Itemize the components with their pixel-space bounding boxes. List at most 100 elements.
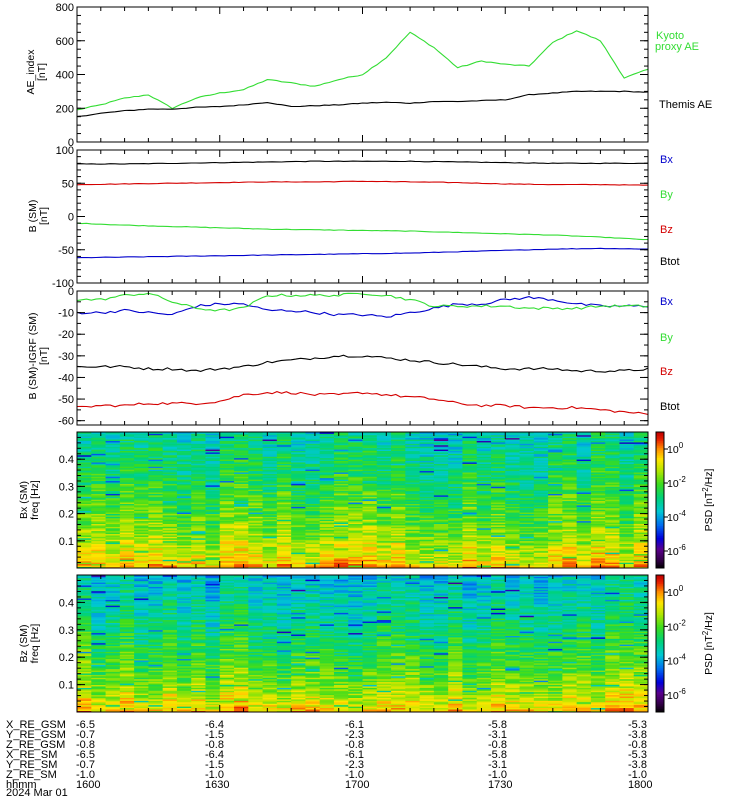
ae-series-themis-ae: [76, 90, 649, 117]
ephemeris-value: -5.8: [488, 719, 507, 731]
bigrf-y-tick-label: -40: [58, 372, 74, 384]
bigrf-y-tick-label: 0: [68, 286, 74, 298]
ephemeris-value: -1.0: [76, 769, 95, 781]
ephemeris-label-hhmm: hhmm: [6, 779, 37, 791]
ephemeris-value: -2.3: [345, 759, 364, 771]
ae-y-tick-label: 200: [56, 103, 74, 115]
ae-series-kyoto-proxy-ae: [76, 30, 649, 111]
bx-spectrogram-colorbar-tick-label: 100: [667, 441, 684, 456]
bigrf-y-tick-label: -20: [58, 329, 74, 341]
bigrf-y-tick-label: -10: [58, 308, 74, 320]
bx-spectrogram-y-axis-label: Bx (SM) freq [Hz]: [18, 480, 41, 520]
ephemeris-value: -0.8: [76, 739, 95, 751]
ephemeris-value: -2.3: [345, 729, 364, 741]
bigrf-y-axis-label: B (SM)-IGRF (SM) [nT]: [27, 313, 50, 400]
bigrf-series-btot: [76, 354, 649, 373]
bx-spectrogram-y-tick-label: 0.1: [59, 536, 74, 548]
bigrf-series-bz: [76, 391, 649, 415]
bx-spectrogram-colorbar: [656, 432, 664, 569]
ephemeris-value: -0.8: [628, 739, 647, 751]
ephemeris-value: -5.3: [628, 749, 647, 761]
ephemeris-value: -3.1: [488, 729, 507, 741]
bsm-series-by: [76, 222, 649, 241]
ephemeris-value: -5.3: [628, 719, 647, 731]
bz-spectrogram-colorbar-tick-label: 10-4: [667, 653, 686, 668]
bigrf-legend-btot: Btot: [660, 401, 680, 413]
ephemeris-value: -5.8: [488, 749, 507, 761]
bx-spectrogram-y-tick-label: 0.2: [59, 509, 74, 521]
ephemeris-value: -1.0: [345, 769, 364, 781]
bx-spectrogram-cells: [77, 432, 649, 569]
bsm-legend-by: By: [660, 189, 673, 201]
ae-y-tick-label: 800: [56, 2, 74, 14]
bigrf-y-tick-label: -60: [58, 416, 74, 428]
bsm-legend-btot: Btot: [660, 256, 680, 268]
ephemeris-value: -0.8: [345, 739, 364, 751]
legend-kyoto-proxy-ae-line2: proxy AE: [655, 41, 699, 53]
bz-spectrogram-y-tick-label: 0.1: [59, 680, 74, 692]
ae-y-tick-label: 600: [56, 36, 74, 48]
bsm-series-bx: [76, 247, 649, 259]
bx-spectrogram-colorbar-label: PSD [nT2/Hz]: [701, 469, 715, 532]
bz-spectrogram-y-tick-label: 0.2: [59, 652, 74, 664]
ephemeris-value: -6.4: [205, 749, 224, 761]
bz-spectrogram-colorbar-tick-label: 10-6: [667, 687, 686, 702]
bigrf-panel-frame: [76, 290, 649, 426]
bx-spectrogram-y-tick-label: 0.4: [59, 454, 74, 466]
bsm-y-tick-label: 50: [62, 178, 74, 190]
ephemeris-value: -3.1: [488, 759, 507, 771]
ephemeris-value: -0.8: [488, 739, 507, 751]
ephemeris-value: -3.8: [628, 729, 647, 741]
bx-spectrogram-colorbar-tick-label: 10-4: [667, 509, 686, 524]
bx-spectrogram-y-tick-label: 0.3: [59, 481, 74, 493]
bz-spectrogram-y-tick-label: 0.3: [59, 625, 74, 637]
bz-spectrogram-colorbar-frame: [655, 574, 665, 713]
ephemeris-label-x_re_sm: X_RE_SM: [6, 749, 57, 761]
ephemeris-value: 1730: [488, 779, 512, 791]
ephemeris-value: -6.5: [76, 749, 95, 761]
ephemeris-label-y_re_gsm: Y_RE_GSM: [6, 729, 66, 741]
bigrf-series-bx: [76, 296, 649, 318]
ephemeris-label-x_re_gsm: X_RE_GSM: [6, 719, 66, 731]
bsm-y-tick-label: 0: [68, 212, 74, 224]
bigrf-y-tick-label: -50: [58, 394, 74, 406]
bz-spectrogram-colorbar: [656, 575, 664, 713]
bz-spectrogram-colorbar-tick-label: 10-2: [667, 618, 686, 633]
legend-themis-ae: Themis AE: [659, 99, 712, 111]
ephemeris-value: -0.7: [76, 759, 95, 771]
ephemeris-label-z_re_sm: Z_RE_SM: [6, 769, 57, 781]
bx-spectrogram-colorbar-frame: [655, 431, 665, 569]
ephemeris-label-y_re_sm: Y_RE_SM: [6, 759, 57, 771]
bigrf-legend-by: By: [660, 332, 673, 344]
ephemeris-value: 1600: [76, 779, 100, 791]
ae-y-tick-label: 400: [56, 70, 74, 82]
ephemeris-value: 1630: [205, 779, 229, 791]
ephemeris-value: -6.4: [205, 719, 224, 731]
ephemeris-value: -1.0: [628, 769, 647, 781]
bsm-y-tick-label: 100: [56, 145, 74, 157]
ae-y-axis-label: AE_index [nT]: [25, 49, 48, 95]
bsm-legend-bx: Bx: [660, 154, 673, 166]
ephemeris-value: -1.0: [205, 769, 224, 781]
ephemeris-date: 2024 Mar 01: [6, 787, 68, 799]
ephemeris-value: -1.5: [205, 729, 224, 741]
bz-spectrogram-cells: [77, 575, 649, 713]
legend-kyoto-proxy-ae: Kyoto: [656, 30, 684, 42]
ephemeris-label-z_re_gsm: Z_RE_GSM: [6, 739, 65, 751]
bx-spectrogram-colorbar-tick-label: 10-6: [667, 543, 686, 558]
bigrf-legend-bx: Bx: [660, 296, 673, 308]
ephemeris-value: 1700: [345, 779, 369, 791]
ephemeris-value: -3.8: [628, 759, 647, 771]
ephemeris-value: -6.1: [345, 749, 364, 761]
bz-spectrogram-colorbar-label: PSD [nT2/Hz]: [701, 612, 715, 675]
bz-spectrogram-colorbar-tick-label: 100: [667, 584, 684, 599]
bx-spectrogram-colorbar-tick-label: 10-2: [667, 475, 686, 490]
ephemeris-value: -1.0: [488, 769, 507, 781]
ephemeris-value: 1800: [628, 779, 652, 791]
bsm-series-btot: [76, 160, 649, 165]
ae-y-tick-label: 0: [68, 137, 74, 149]
ephemeris-value: -6.5: [76, 719, 95, 731]
bz-spectrogram-y-axis-label: Bz (SM) freq [Hz]: [18, 624, 41, 664]
ephemeris-value: -0.8: [205, 739, 224, 751]
